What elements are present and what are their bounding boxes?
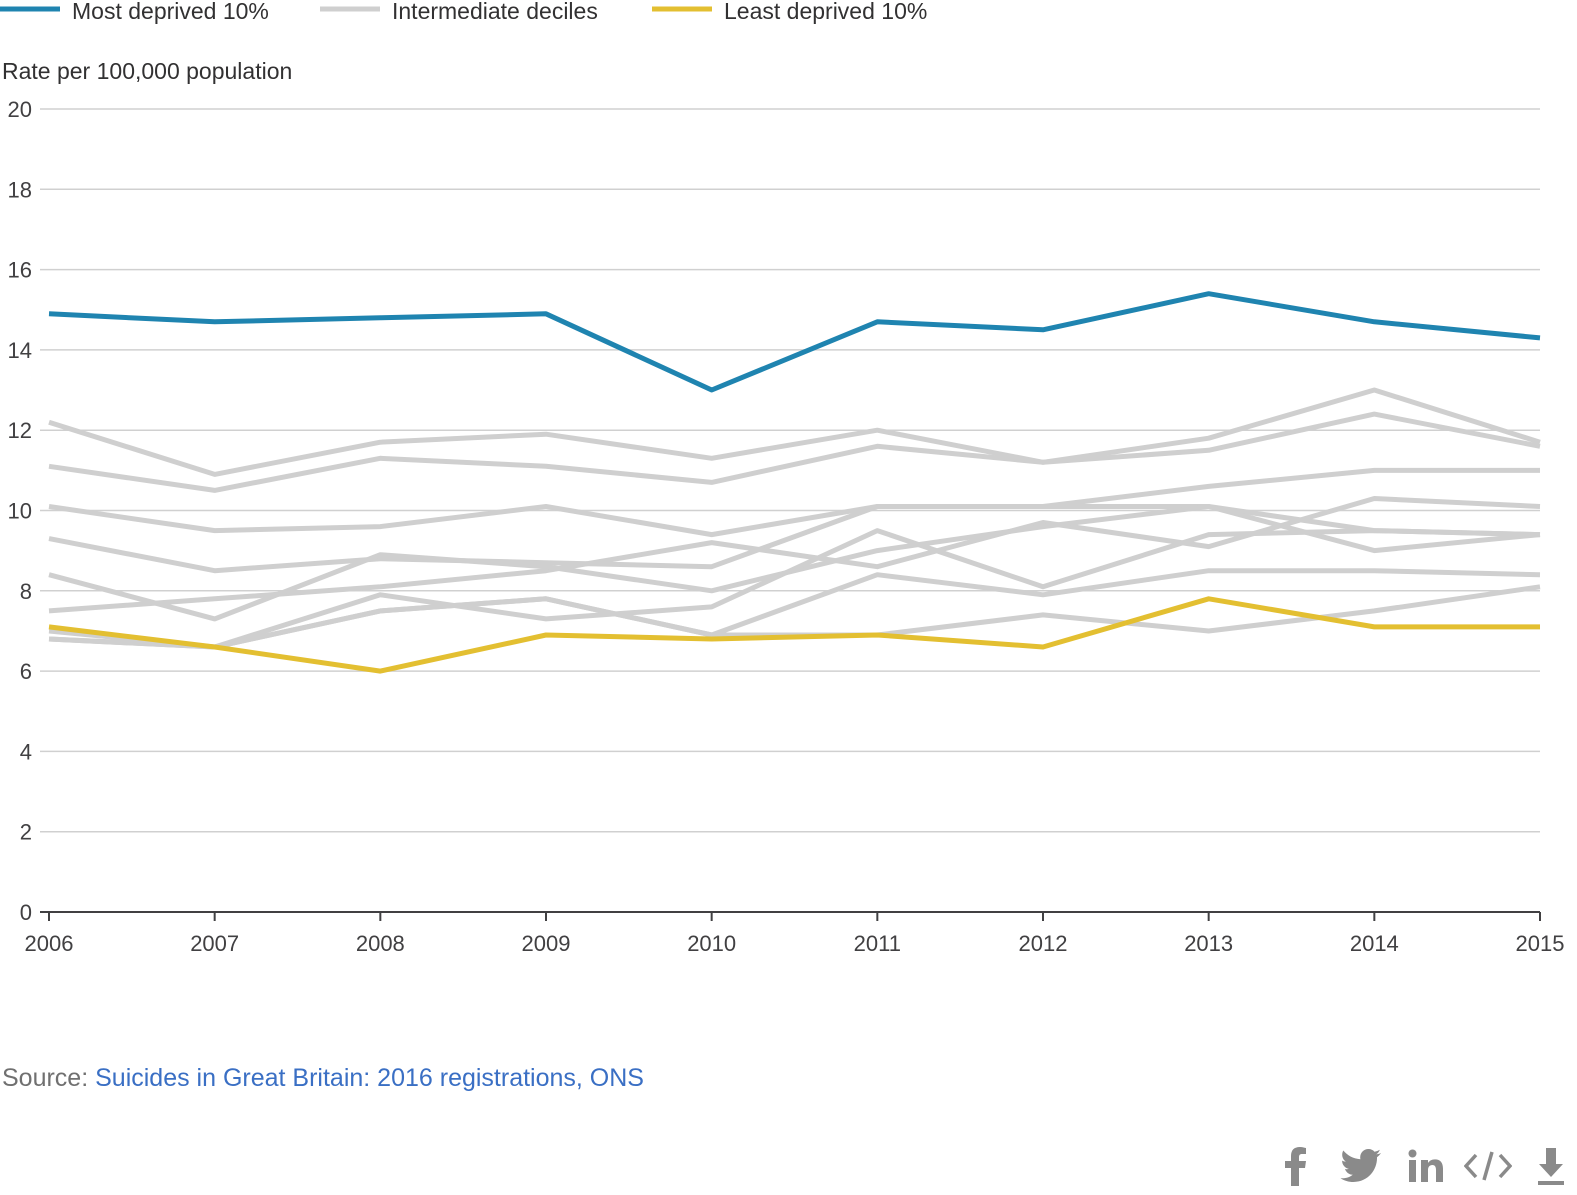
embed-code-icon[interactable]: [1464, 1143, 1512, 1189]
twitter-icon[interactable]: [1340, 1143, 1382, 1189]
y-axis-ticks: 0 2 4 6 8 10 12 14 16 18 20: [8, 97, 32, 925]
linkedin-icon[interactable]: [1408, 1143, 1444, 1189]
y-tick-label: 18: [8, 177, 32, 202]
series-lines: [48, 291, 1541, 674]
y-tick-label: 0: [20, 900, 32, 925]
series-line-intermediate-decile: [48, 496, 1541, 614]
x-tick-label: 2015: [1516, 931, 1565, 956]
y-tick-label: 6: [20, 659, 32, 684]
legend-label: Least deprived 10%: [724, 0, 927, 24]
x-tick-label: 2008: [356, 931, 405, 956]
series-line-least-deprived-10: [48, 596, 1540, 674]
y-tick-label: 2: [20, 820, 32, 845]
x-tick-label: 2011: [854, 931, 901, 956]
source-note: Source: Suicides in Great Britain: 2016 …: [2, 1064, 644, 1093]
facebook-icon[interactable]: [1284, 1143, 1308, 1189]
y-tick-label: 4: [20, 739, 32, 764]
x-axis: 2006 2007 2008 2009 2010 2011 2012 2013 2014 2015: [25, 911, 1565, 956]
series-line-intermediate-decile: [48, 528, 1541, 650]
y-tick-label: 8: [20, 579, 32, 604]
y-tick-label: 16: [8, 258, 32, 283]
x-tick-label: 2012: [1019, 931, 1068, 956]
line-chart: Most deprived 10% Intermediate deciles Lea…: [0, 0, 1565, 956]
x-tick-label: 2013: [1184, 931, 1233, 956]
download-icon[interactable]: [1536, 1143, 1566, 1189]
chart-legend: Most deprived 10% Intermediate deciles Lea…: [0, 0, 927, 24]
x-tick-label: 2014: [1350, 931, 1399, 956]
x-tick-label: 2007: [190, 931, 239, 956]
legend-label: Most deprived 10%: [72, 0, 269, 24]
series-line-intermediate-decile: [48, 387, 1541, 477]
x-tick-label: 2006: [25, 931, 74, 956]
y-tick-label: 14: [8, 338, 32, 363]
legend-label: Intermediate deciles: [392, 0, 598, 24]
x-tick-label: 2009: [522, 931, 571, 956]
series-line-most-deprived-10: [48, 291, 1541, 393]
x-tick-label: 2010: [687, 931, 736, 956]
series-line-intermediate-decile: [48, 504, 1541, 574]
y-tick-label: 10: [8, 499, 32, 524]
series-line-intermediate-decile: [48, 411, 1541, 493]
y-axis-label: Rate per 100,000 population: [2, 58, 292, 84]
source-link[interactable]: Suicides in Great Britain: 2016 registra…: [95, 1064, 644, 1092]
y-tick-label: 12: [8, 418, 32, 443]
source-prefix: Source:: [2, 1064, 96, 1092]
series-line-intermediate-decile: [48, 467, 1540, 538]
y-tick-label: 20: [8, 97, 32, 122]
gridlines: [40, 108, 1540, 833]
